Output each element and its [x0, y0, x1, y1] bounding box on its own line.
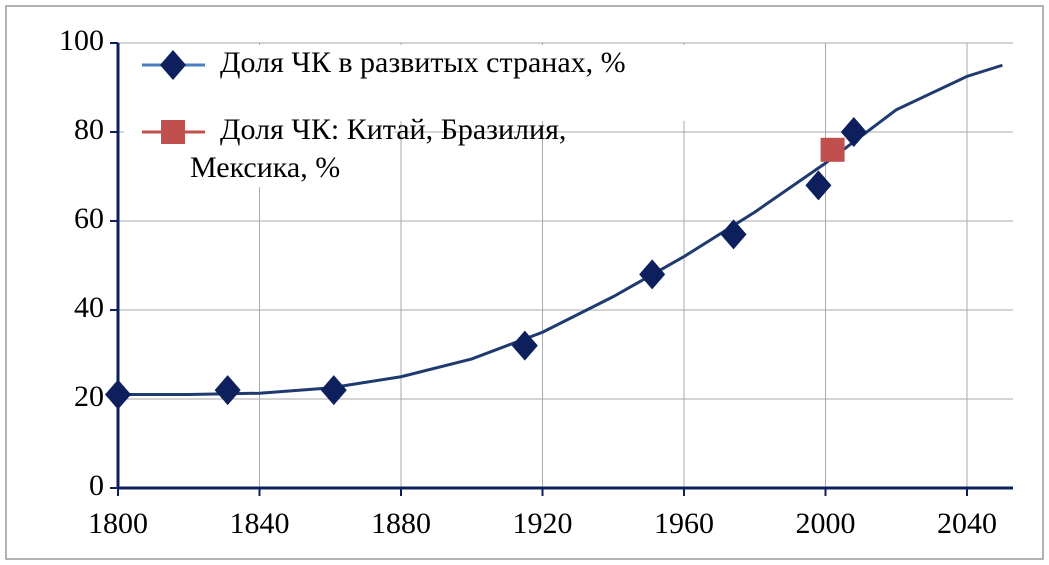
- marker: [720, 219, 747, 250]
- marker: [820, 137, 845, 162]
- x-tick-label: 1960: [654, 507, 714, 540]
- marker: [320, 375, 347, 406]
- marker: [511, 330, 538, 361]
- y-tick-label: 20: [74, 380, 104, 413]
- x-tick-label: 2040: [937, 507, 997, 540]
- trend-line: [118, 63, 1003, 397]
- x-tick-label: 1800: [88, 507, 148, 540]
- marker: [214, 375, 241, 406]
- marker: [805, 170, 832, 201]
- x-tick-label: 2000: [796, 507, 856, 540]
- y-tick-label: 60: [74, 202, 104, 235]
- y-tick-label: 80: [74, 113, 104, 146]
- legend-label: Доля ЧК: Китай, Бразилия, Мексика, %: [190, 113, 566, 184]
- marker: [105, 379, 131, 410]
- y-tick-label: 40: [74, 291, 104, 324]
- marker: [840, 117, 867, 147]
- x-tick-label: 1920: [513, 507, 573, 540]
- y-tick-label: 100: [59, 24, 104, 57]
- x-tick-label: 1840: [230, 507, 290, 540]
- marker: [160, 50, 186, 80]
- marker: [161, 120, 185, 144]
- legend-label: Доля ЧК в развитых странах, %: [220, 46, 626, 79]
- marker: [639, 259, 666, 290]
- x-tick-label: 1880: [371, 507, 431, 540]
- y-tick-label: 0: [89, 469, 104, 502]
